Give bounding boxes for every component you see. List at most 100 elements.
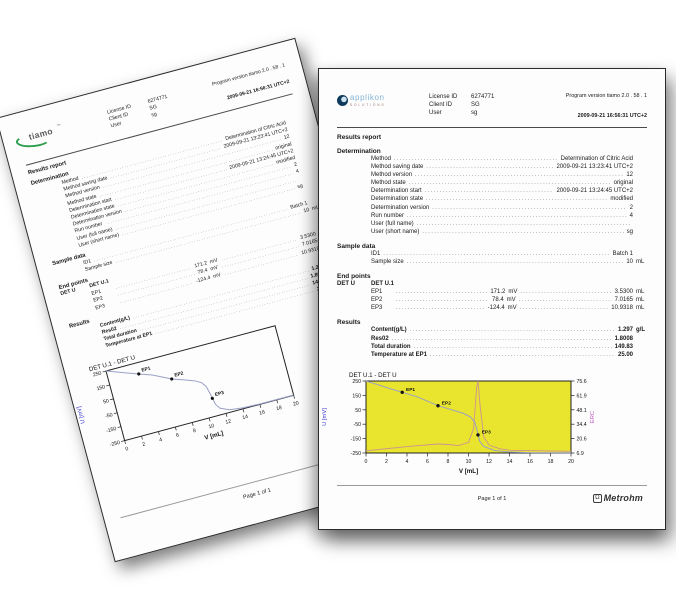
report-row: Method saving date 2009-09-21 13:23:41 UT… — [371, 163, 647, 171]
svg-text:8: 8 — [192, 427, 196, 434]
svg-text:2: 2 — [142, 441, 146, 448]
section-sample-data: Sample data — [337, 242, 376, 250]
svg-text:10: 10 — [466, 459, 472, 465]
front-report-page: applikon solutions License ID 6274771 Clie… — [318, 68, 666, 530]
row-label: User (full name) — [371, 220, 414, 227]
endpoint-group: DET U — [337, 281, 355, 288]
ep1-marker — [400, 390, 404, 394]
svg-text:12: 12 — [486, 459, 492, 465]
titration-chart: DET U.1 - DET U 250 150 50 -50 -150 -250… — [64, 289, 390, 477]
field-value: sg — [150, 111, 158, 119]
svg-text:EP3: EP3 — [214, 389, 225, 397]
row-label: Determination version — [371, 204, 430, 211]
svg-text:4: 4 — [158, 436, 162, 443]
row-unit: mV — [507, 305, 517, 312]
section-end-points: End points — [337, 273, 371, 281]
row-label: Determination start — [371, 188, 422, 195]
svg-text:48.1: 48.1 — [577, 408, 587, 414]
result-row: Temperature at EP1 25.00 — [371, 351, 647, 359]
svg-text:-150: -150 — [105, 426, 117, 435]
svg-text:EP2: EP2 — [442, 400, 451, 406]
tiamo-logo: tiamo ™ — [15, 110, 112, 153]
svg-text:14: 14 — [242, 413, 249, 420]
row-value: 7.0165 — [614, 297, 634, 304]
y-axis-label-left: U [mV] — [322, 408, 328, 426]
applikon-logo-icon — [337, 94, 348, 106]
row-label: Method version — [371, 172, 413, 179]
svg-text:0: 0 — [365, 459, 368, 465]
row-label: Temperature at EP1 — [371, 351, 427, 358]
report-row: Method version 12 — [371, 171, 647, 179]
row-unit — [303, 183, 317, 187]
svg-text:20.6: 20.6 — [577, 436, 587, 442]
svg-text:16: 16 — [259, 409, 266, 416]
svg-text:-50: -50 — [354, 422, 362, 428]
row-value: 25.00 — [617, 351, 633, 358]
svg-text:-50: -50 — [104, 412, 113, 420]
svg-text:10: 10 — [208, 423, 215, 430]
report-header: applikon solutions License ID 6274771 Clie… — [319, 69, 665, 127]
row-unit: g/L — [636, 327, 645, 334]
row-label: Res02 — [371, 335, 389, 342]
page-number: Page 1 of 1 — [477, 496, 507, 502]
row-unit: mV — [506, 297, 516, 304]
row-value: modified — [610, 196, 633, 203]
endpoint-group-row: DET U DET U.1 — [337, 280, 647, 288]
svg-text:20: 20 — [568, 459, 574, 465]
row-value: 171.2 — [490, 289, 506, 296]
ep1-marker — [137, 371, 141, 376]
row-value: sg — [626, 228, 633, 235]
svg-text:12: 12 — [225, 418, 232, 425]
row-value: 1.8008 — [614, 335, 633, 342]
footer-divider — [337, 485, 647, 486]
report-row: User (short name) sg — [371, 228, 647, 236]
header-fields: License ID 6274771 Client ID SG User sg — [429, 93, 494, 117]
svg-text:14: 14 — [507, 459, 513, 465]
svg-text:6.9: 6.9 — [577, 451, 584, 457]
svg-text:EP2: EP2 — [174, 370, 185, 378]
row-unit: mL — [636, 289, 645, 296]
svg-text:250: 250 — [92, 370, 102, 378]
row-label: Content(g/L) — [371, 327, 407, 334]
svg-text:20: 20 — [292, 400, 299, 407]
row-value: original — [613, 180, 633, 187]
svg-text:61.9: 61.9 — [577, 393, 587, 399]
applikon-logo-subtext: solutions — [350, 103, 386, 107]
chart-title: DET U.1 - DET U — [88, 354, 136, 373]
x-axis-label: V [mL] — [459, 468, 478, 475]
erc-curve — [365, 380, 572, 452]
svg-text:EP1: EP1 — [141, 365, 152, 373]
svg-text:250: 250 — [352, 379, 361, 385]
u-curve — [365, 380, 572, 453]
report-row: Method state original — [371, 179, 647, 187]
endpoint-subgroup: DET U.1 — [371, 281, 395, 288]
field-label: License ID — [429, 94, 458, 100]
x-axis-label: V [mL] — [204, 430, 224, 442]
row-value: 4 — [629, 212, 633, 219]
row-label: ID1 — [371, 250, 381, 257]
metrohm-logo-icon: Ω — [593, 493, 602, 503]
row-value: Batch 1 — [612, 250, 633, 257]
report-datetime: 2009-09-21 16:56:31 UTC+2 — [577, 113, 647, 119]
row-label: User (short name) — [371, 228, 420, 235]
svg-text:18: 18 — [275, 404, 282, 411]
field-value: 6274771 — [471, 94, 495, 100]
header-divider — [337, 127, 647, 128]
row-value: -124.4 — [487, 305, 505, 312]
result-row: Res02 1.8008 — [371, 335, 647, 343]
report-row: Determination start 2009-09-21 13:24:45 U… — [371, 187, 647, 195]
program-version: Program version tiamo 2.0 . 58 . 1 — [565, 93, 647, 99]
report-title: Results report — [337, 134, 382, 141]
back-report-page: tiamo ™ License ID 6274771 Client ID SG Us… — [0, 37, 415, 563]
svg-text:-250: -250 — [351, 451, 361, 457]
report-row: Method Determination of Citric Acid — [371, 155, 647, 163]
plot-area — [105, 324, 295, 441]
ep3-marker — [476, 432, 480, 437]
svg-text:0: 0 — [125, 446, 129, 453]
ep3-marker — [210, 396, 214, 400]
row-value: 2009-09-21 13:23:41 UTC+2 — [556, 164, 633, 171]
svg-text:150: 150 — [96, 384, 106, 392]
row-value: 12 — [626, 172, 633, 179]
